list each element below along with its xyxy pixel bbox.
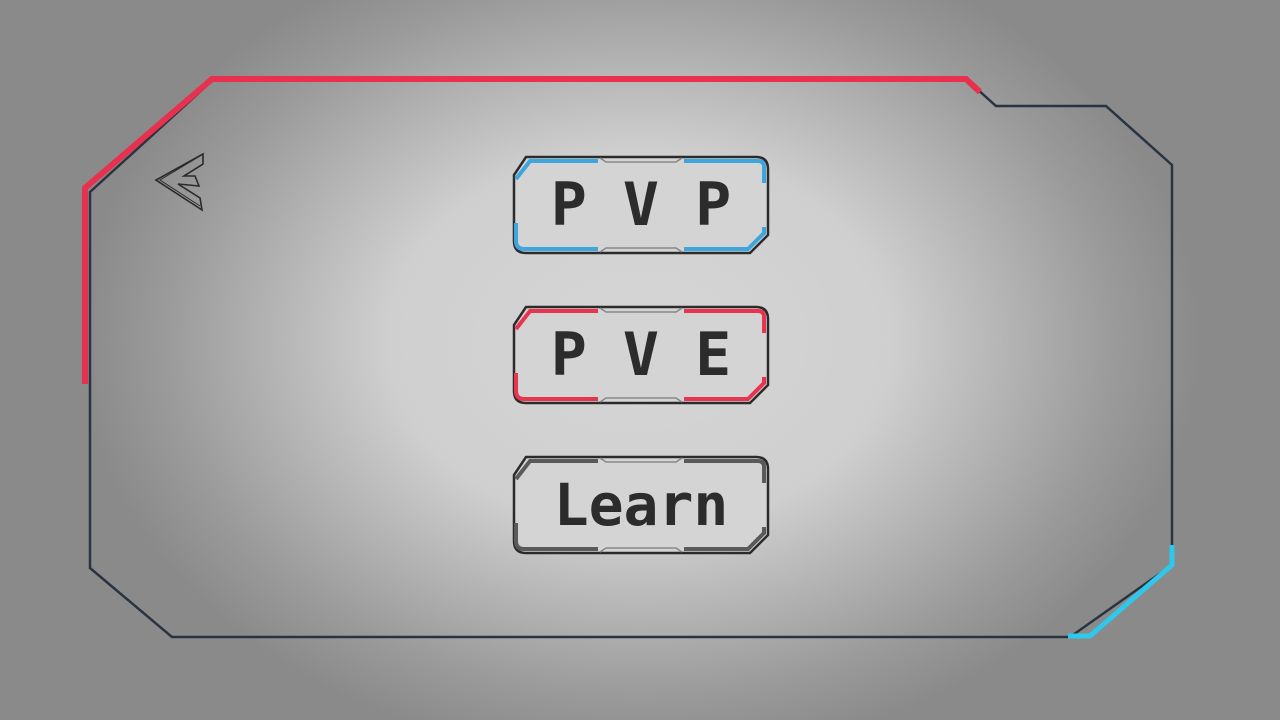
pve-button[interactable]: P V E: [510, 303, 772, 407]
back-arrow-icon: [154, 152, 204, 212]
back-button[interactable]: [150, 148, 210, 218]
pvp-button[interactable]: P V P: [510, 153, 772, 257]
learn-button[interactable]: Learn: [510, 453, 772, 557]
pve-button-frame: [512, 305, 770, 405]
pve-label: P V E: [550, 320, 732, 390]
learn-label: Learn: [553, 471, 729, 539]
pvp-label: P V P: [550, 170, 732, 240]
learn-button-frame: [512, 455, 770, 555]
pvp-button-frame: [512, 155, 770, 255]
panel-accent-blue: [1068, 545, 1175, 639]
